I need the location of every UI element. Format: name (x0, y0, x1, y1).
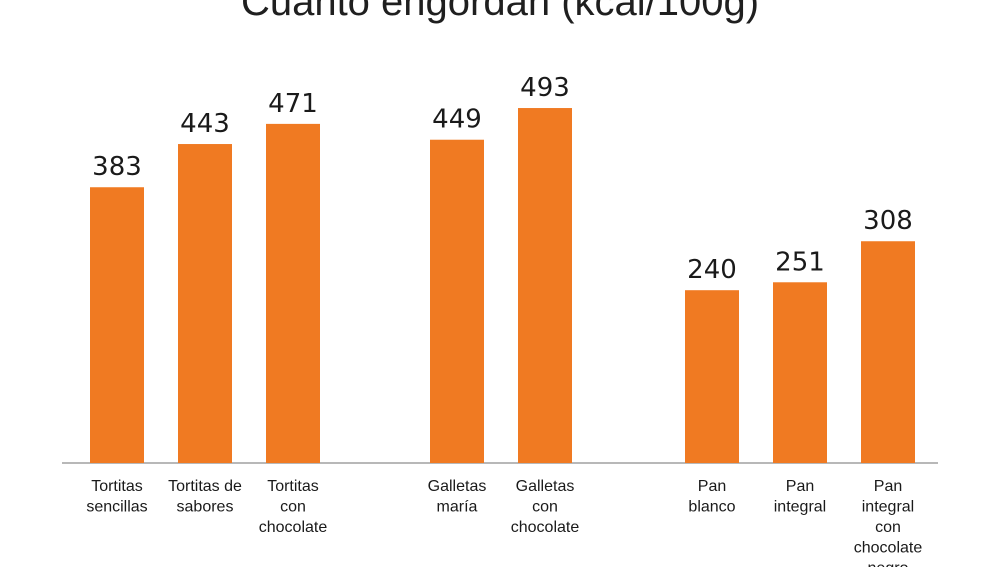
bar (773, 282, 827, 463)
category-label: Tortitas (267, 478, 319, 495)
bar (518, 108, 572, 463)
category-label: integral (774, 499, 826, 516)
category-label: integral (862, 499, 914, 516)
bar (178, 144, 232, 464)
category-label: Tortitas (91, 478, 143, 495)
category-label: Tortitas de (168, 478, 242, 495)
category-label: Pan (698, 478, 726, 495)
category-label: maría (437, 499, 478, 516)
category-label: Galletas (516, 478, 575, 495)
bar (266, 123, 320, 463)
category-label: Pan (786, 478, 814, 495)
data-label: 471 (268, 89, 318, 119)
category-label: chocolate (259, 519, 328, 536)
category-label: negro (868, 560, 909, 567)
bar (430, 139, 484, 463)
category-label: con (280, 499, 306, 516)
category-label: chocolate (511, 519, 580, 536)
category-label: Galletas (428, 478, 487, 495)
data-label: 493 (520, 73, 570, 103)
data-label: 449 (432, 105, 482, 135)
category-label: chocolate (854, 540, 923, 557)
category-label: blanco (688, 499, 735, 516)
data-label: 383 (92, 152, 142, 182)
data-label: 308 (863, 206, 913, 236)
category-label: con (532, 499, 558, 516)
category-label: sencillas (86, 499, 147, 516)
category-label: sabores (177, 499, 234, 516)
chart-title: Cuanto engordan (kcal/100g) (240, 0, 760, 24)
bar (685, 290, 739, 463)
bar (90, 187, 144, 464)
category-label: con (875, 519, 901, 536)
data-label: 240 (687, 255, 737, 285)
category-label: Pan (874, 478, 902, 495)
data-label: 251 (775, 247, 825, 277)
bar (861, 241, 915, 463)
data-label: 443 (180, 109, 230, 139)
